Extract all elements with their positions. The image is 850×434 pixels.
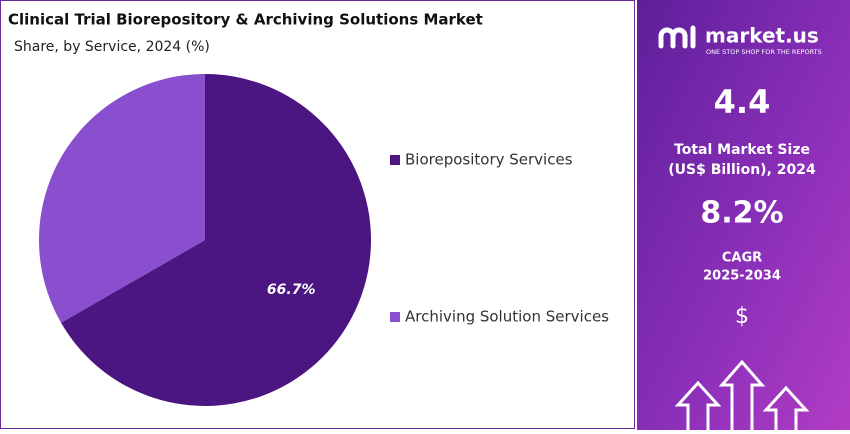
market-size-label: Total Market Size xyxy=(674,142,810,158)
cagr-label: 2025-2034 xyxy=(703,269,781,284)
data-label: 66.7% xyxy=(267,282,316,298)
pie: 66.7% xyxy=(38,74,372,406)
legend-label: Archiving Solution Services xyxy=(405,308,609,326)
sidebar-bg xyxy=(637,0,850,430)
logo-icon xyxy=(658,25,696,49)
arrows xyxy=(674,359,810,430)
pie-slice xyxy=(38,74,205,323)
market-size-label: (US$ Billion), 2024 xyxy=(668,162,816,178)
cagr: 8.2% xyxy=(700,196,783,231)
chart-title: Clinical Trial Biorepository & Archiving… xyxy=(8,11,483,29)
legend-swatch xyxy=(390,155,400,165)
chart-subtitle: Share, by Service, 2024 (%) xyxy=(14,39,210,55)
cagr-label: CAGR xyxy=(722,251,762,266)
brand: market.us xyxy=(705,24,819,48)
legend-label: Biorepository Services xyxy=(405,151,573,169)
market-size: 4.4 xyxy=(714,83,771,121)
legend-swatch xyxy=(390,312,400,322)
tagline: ONE STOP SHOP FOR THE REPORTS xyxy=(706,48,822,56)
currency: $ xyxy=(735,304,749,329)
pie-slice xyxy=(61,74,372,406)
legend: Biorepository Services Archiving Solution… xyxy=(390,151,609,326)
